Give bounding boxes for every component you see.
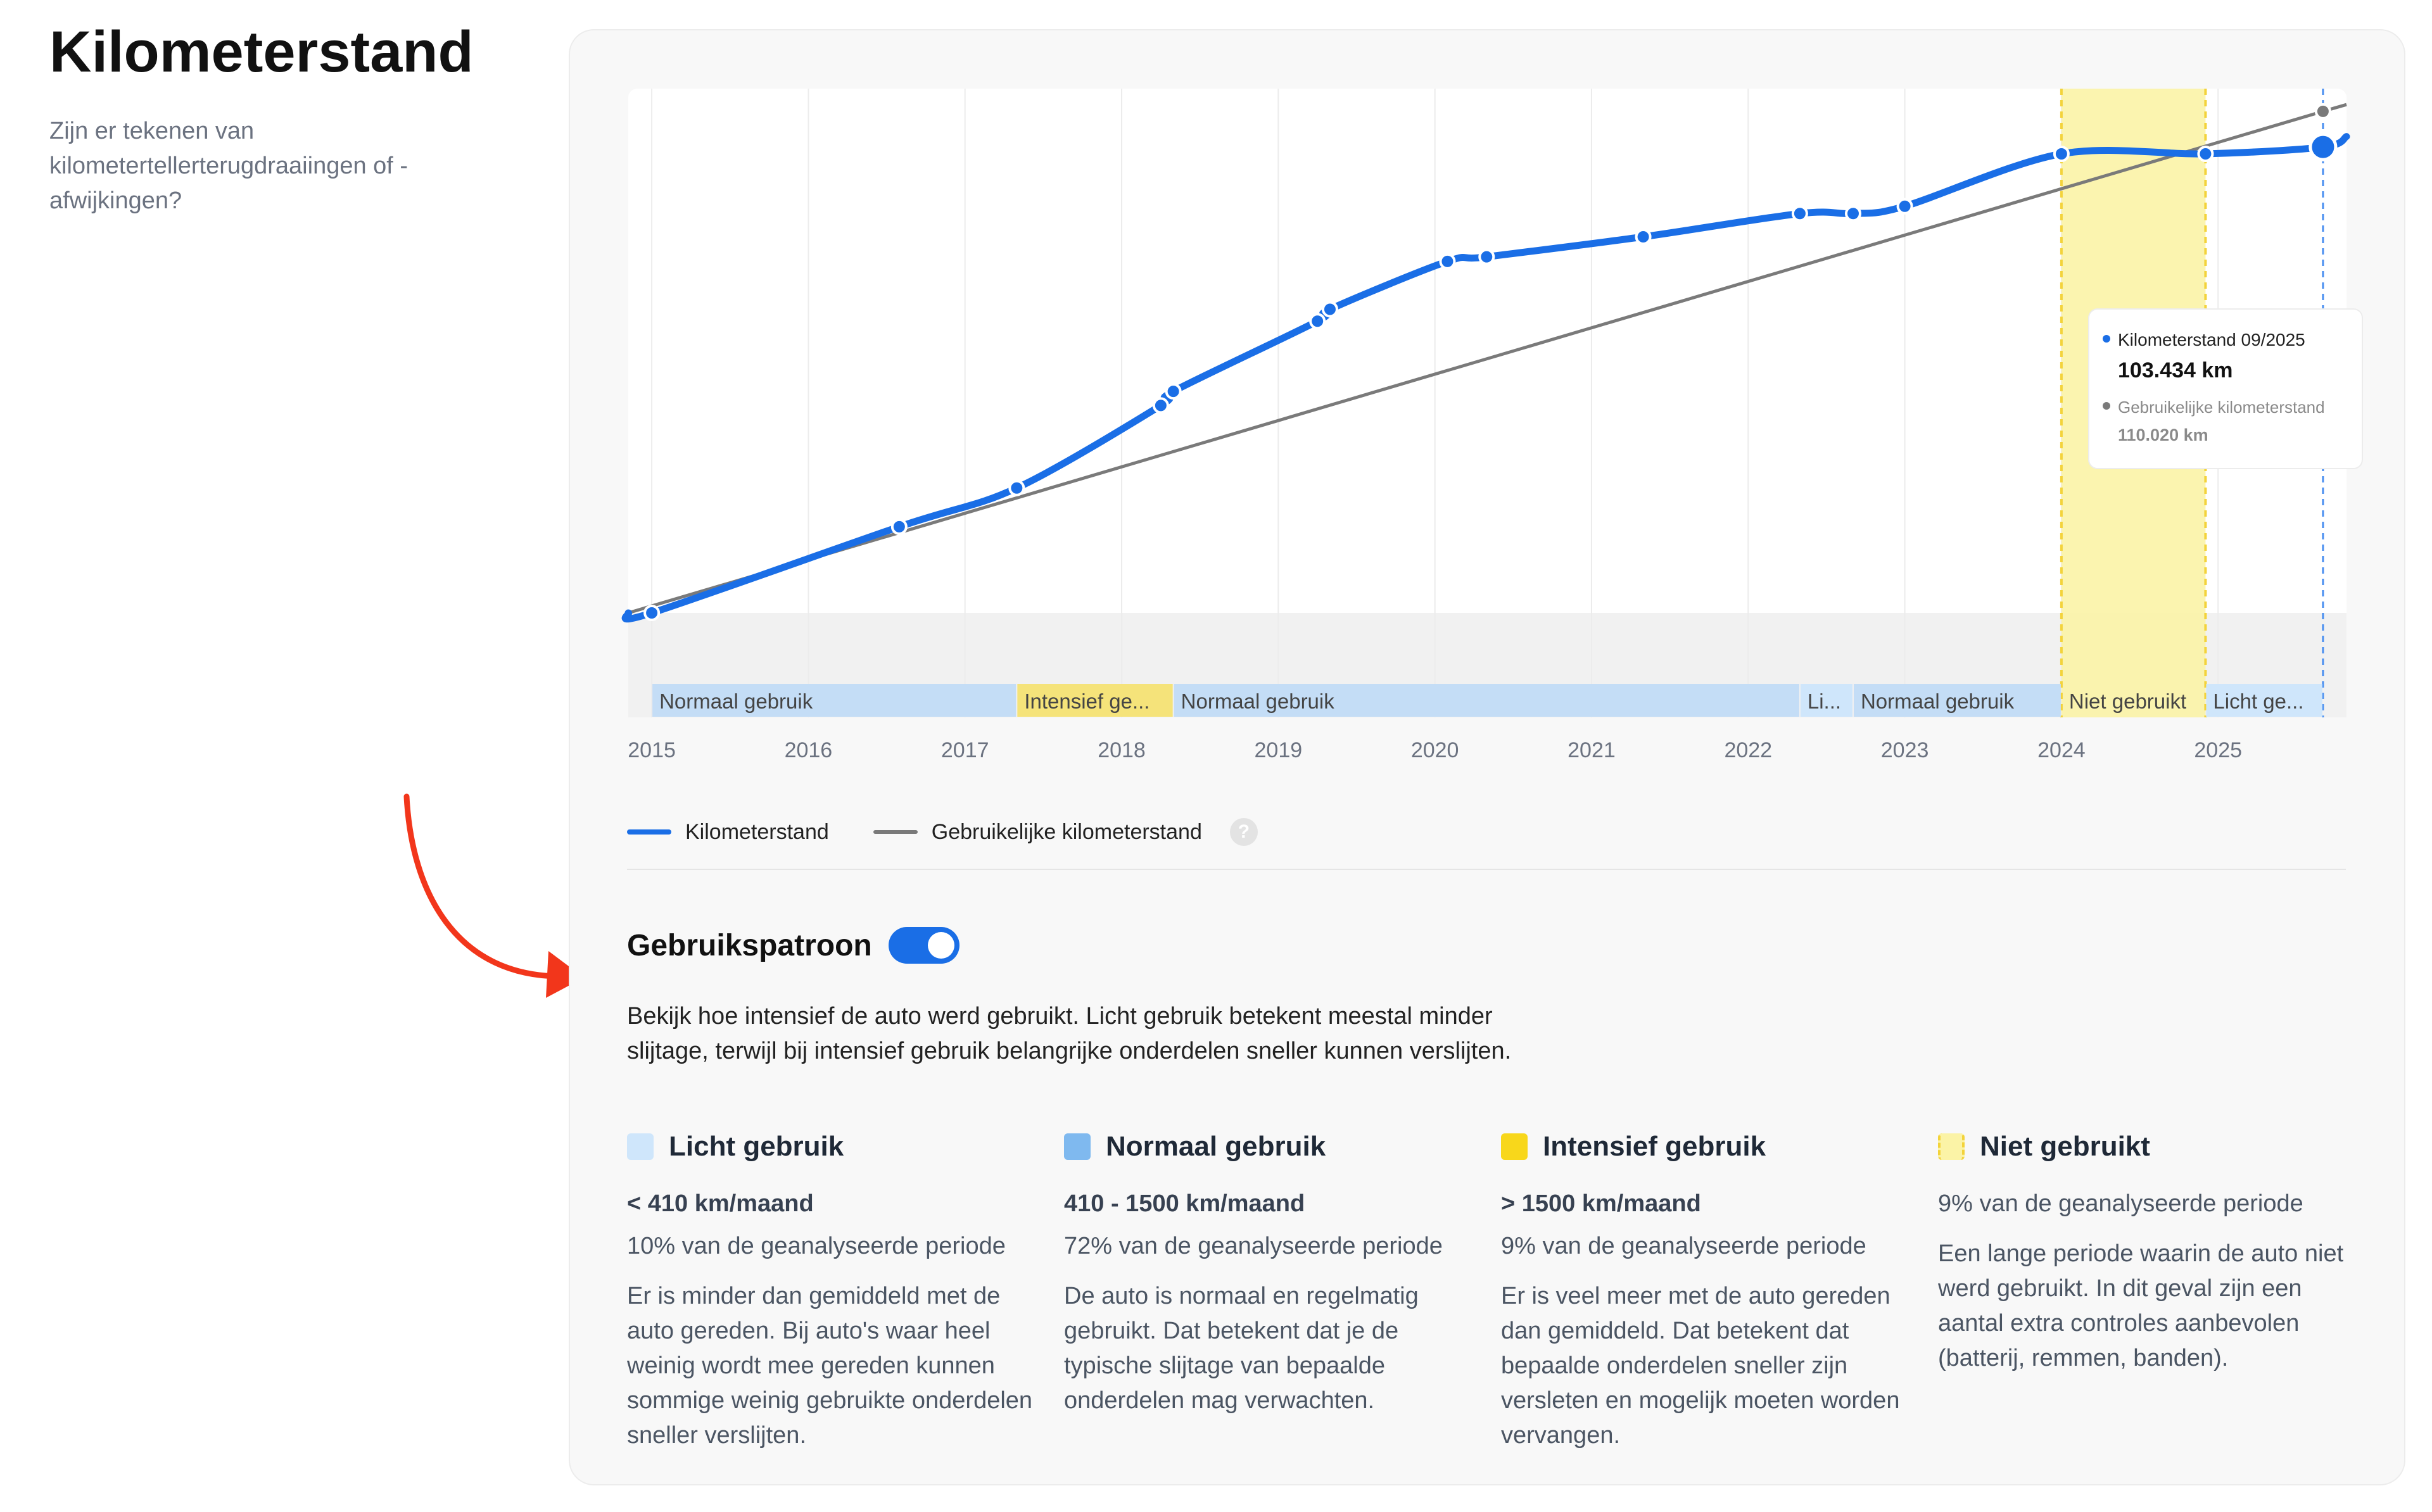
x-tick-label: 2017: [941, 738, 989, 762]
expected-point: [2314, 103, 2331, 120]
mileage-point: [1844, 205, 1861, 222]
usage-section-description: Bekijk hoe intensief de auto werd gebrui…: [627, 1003, 1512, 1065]
legend-swatch-blue: [627, 829, 671, 835]
usage-band-label: Normaal gebruik: [1861, 690, 2015, 713]
mileage-point: [1896, 198, 1913, 215]
swatch-licht-icon: [627, 1133, 654, 1160]
mileage-point: [1165, 383, 1182, 400]
category-title: Niet gebruikt: [1980, 1131, 2150, 1162]
usage-band-normaal: [1853, 684, 2061, 717]
category-range: > 1500 km/maand: [1501, 1190, 1701, 1217]
chart-svg[interactable]: 2015 2016 2017 2018 2019 2020 2021 2022 2023 2024…: [570, 30, 2407, 816]
legend-swatch-gray: [873, 830, 918, 834]
swatch-normaal-icon: [1064, 1133, 1091, 1160]
x-tick-label: 2022: [1724, 738, 1772, 762]
usage-band-licht: [1800, 684, 1852, 717]
x-tick-label: 2021: [1568, 738, 1616, 762]
category-title: Normaal gebruik: [1106, 1131, 1326, 1162]
section-divider: [627, 869, 2346, 870]
annotation-arrow-icon: [403, 793, 584, 998]
x-tick-label: 2023: [1881, 738, 1929, 762]
category-licht: Licht gebruik < 410 km/maand 10% van de …: [627, 1131, 1064, 1453]
usage-band-label: Normaal gebruik: [1181, 690, 1335, 713]
category-normaal: Normaal gebruik 410 - 1500 km/maand 72% …: [1064, 1131, 1501, 1453]
usage-band-label: Li...: [1808, 690, 1841, 713]
category-title: Licht gebruik: [669, 1131, 844, 1162]
category-text: De auto is normaal en regelmatig gebruik…: [1064, 1283, 1419, 1414]
category-title: Intensief gebruik: [1543, 1131, 1766, 1162]
category-range: < 410 km/maand: [627, 1190, 814, 1217]
mileage-point: [643, 605, 661, 621]
category-text: Er is minder dan gemiddeld met de auto g…: [627, 1283, 1033, 1449]
usage-band-label: Normaal gebruik: [659, 690, 813, 713]
tooltip-dot-blue: [2103, 335, 2110, 343]
mileage-point: [2197, 145, 2214, 162]
legend-label-kilometerstand: Kilometerstand: [685, 819, 829, 844]
x-tick-label: 2019: [1255, 738, 1303, 762]
toggle-knob: [927, 932, 954, 959]
plot-background: [628, 89, 2346, 717]
mileage-point: [890, 518, 908, 535]
mileage-point: [1478, 248, 1495, 265]
usage-section: Gebruikspatroon Bekijk hoe intensief de …: [627, 927, 2346, 1449]
usage-section-title: Gebruikspatroon: [627, 928, 872, 962]
category-niet: Niet gebruikt 9% van de geanalyseerde pe…: [1938, 1131, 2375, 1453]
tooltip-expected-label: Gebruikelijke kilometerstand: [2118, 398, 2325, 417]
page-subtitle: Zijn er tekenen van kilometertellerterug…: [49, 117, 408, 214]
mileage-chart[interactable]: 2015 2016 2017 2018 2019 2020 2021 2022 2023 2024…: [570, 30, 2407, 904]
swatch-intensief-icon: [1501, 1133, 1528, 1160]
mileage-point: [1635, 229, 1652, 245]
category-range: 410 - 1500 km/maand: [1064, 1190, 1305, 1217]
category-intensief: Intensief gebruik > 1500 km/maand 9% van…: [1501, 1131, 1938, 1453]
tooltip-dot-gray: [2103, 402, 2110, 410]
usage-band-licht: [2206, 684, 2322, 717]
category-text: Er is veel meer met de auto gereden dan …: [1501, 1283, 1900, 1449]
usage-section-header: Gebruikspatroon: [627, 927, 2346, 964]
mileage-point: [2053, 145, 2070, 162]
category-percent: 9% van de geanalyseerde periode: [1501, 1233, 1866, 1259]
category-text: Een lange periode waarin de auto niet we…: [1938, 1240, 2344, 1372]
help-icon[interactable]: ?: [1229, 818, 1258, 846]
tooltip-expected-value: 110.020 km: [2118, 425, 2208, 444]
x-tick-label: 2024: [2037, 738, 2086, 762]
x-tick-label: 2025: [2194, 738, 2242, 762]
x-tick-label: 2015: [628, 738, 676, 762]
category-percent: 72% van de geanalyseerde periode: [1064, 1233, 1443, 1259]
x-tick-label: 2016: [785, 738, 833, 762]
usage-band-label: Niet gebruikt: [2069, 690, 2186, 713]
usage-band-label: Licht ge...: [2213, 690, 2303, 713]
usage-band-normaal: [1174, 684, 1799, 717]
tooltip-value: 103.434 km: [2118, 358, 2233, 382]
mileage-point: [1321, 301, 1338, 318]
usage-band-label: Intensief ge...: [1024, 690, 1150, 713]
usage-band-intensief: [1017, 684, 1173, 717]
mileage-point-active: [2308, 132, 2338, 161]
legend-label-expected: Gebruikelijke kilometerstand: [931, 819, 1202, 844]
mileage-point: [1309, 313, 1326, 330]
left-column: Kilometerstand Zijn er tekenen van kilom…: [49, 19, 531, 218]
x-tick-label: 2018: [1098, 738, 1146, 762]
legend-item-kilometerstand[interactable]: Kilometerstand: [627, 820, 829, 845]
swatch-niet-icon: [1938, 1133, 1965, 1160]
mileage-point: [1008, 479, 1025, 496]
chart-legend: Kilometerstand Gebruikelijke kilometerst…: [627, 818, 1258, 846]
usage-categories: Licht gebruik < 410 km/maand 10% van de …: [627, 1131, 2375, 1453]
category-percent: 9% van de geanalyseerde periode: [1938, 1190, 2303, 1217]
mileage-card: 2015 2016 2017 2018 2019 2020 2021 2022 2023 2024…: [569, 29, 2405, 1485]
page-title: Kilometerstand: [49, 20, 474, 84]
category-percent: 10% van de geanalyseerde periode: [627, 1233, 1006, 1259]
usage-toggle[interactable]: [888, 927, 960, 964]
tooltip-box: [2088, 308, 2363, 469]
mileage-point: [1791, 205, 1808, 222]
usage-band-normaal: [652, 684, 1016, 717]
x-tick-label: 2020: [1411, 738, 1459, 762]
mileage-point: [1439, 253, 1456, 270]
legend-item-expected[interactable]: Gebruikelijke kilometerstand ?: [873, 818, 1258, 846]
mileage-point: [1152, 397, 1169, 414]
tooltip-title: Kilometerstand 09/2025: [2118, 330, 2305, 350]
